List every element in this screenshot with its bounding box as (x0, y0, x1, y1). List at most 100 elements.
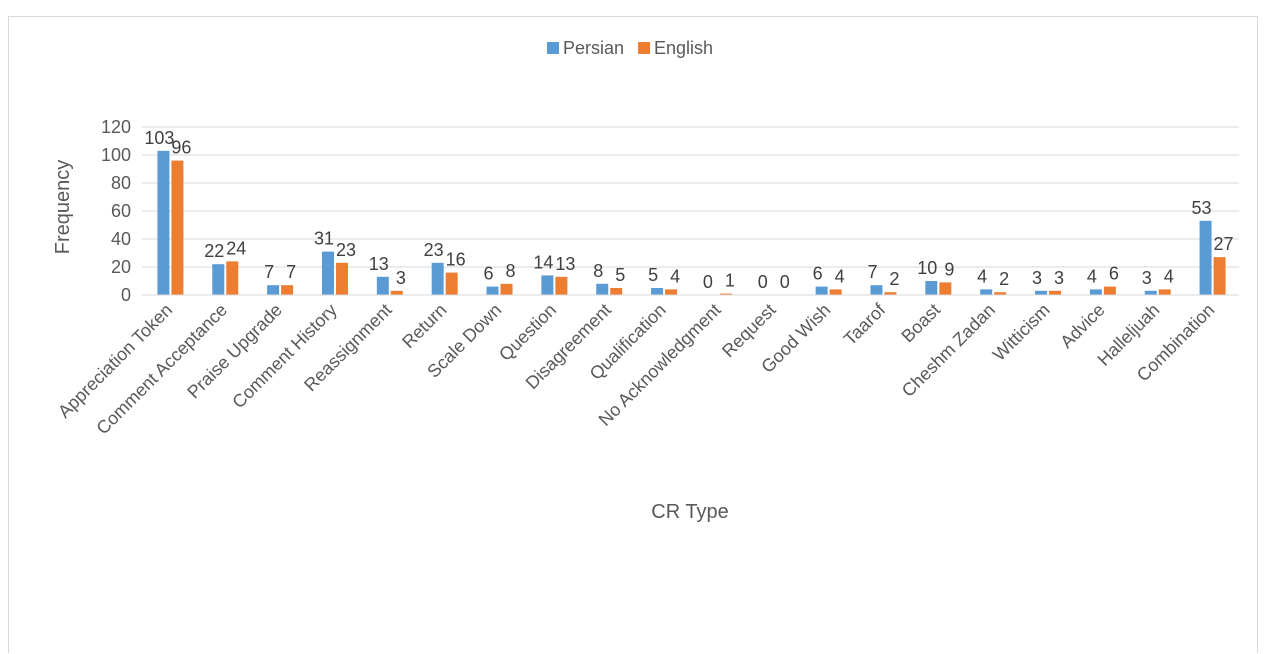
data-label: 7 (867, 262, 877, 282)
bar-english (445, 272, 458, 295)
data-label: 4 (1164, 266, 1174, 286)
data-label: 6 (813, 264, 823, 284)
data-label: 4 (977, 266, 987, 286)
bar-english (1158, 289, 1171, 295)
bar-persian (651, 288, 664, 295)
data-label: 16 (446, 250, 466, 270)
data-label: 0 (703, 272, 713, 292)
y-tick-label: 60 (111, 201, 131, 221)
data-label: 13 (369, 254, 389, 274)
data-label: 23 (424, 240, 444, 260)
bar-english (1103, 286, 1116, 295)
data-label: 96 (171, 138, 191, 158)
bar-persian (1144, 290, 1157, 295)
legend: Persian English (547, 38, 713, 58)
data-label: 4 (1087, 266, 1097, 286)
bar-english (390, 290, 403, 295)
bar-persian (1199, 220, 1212, 295)
bar-english (1049, 290, 1062, 295)
data-label: 7 (286, 262, 296, 282)
data-label: 0 (780, 272, 790, 292)
x-tick-label: Witticism (989, 300, 1054, 365)
bar-english (500, 283, 513, 295)
x-axis-title: CR Type (651, 501, 728, 523)
data-label: 3 (1054, 268, 1064, 288)
data-label: 8 (506, 261, 516, 281)
data-label: 27 (1214, 234, 1234, 254)
data-label: 14 (533, 252, 553, 272)
data-label: 10 (917, 258, 937, 278)
x-tick-label: Taarof (840, 299, 890, 349)
bar-english (829, 289, 842, 295)
x-tick-label: Advice (1056, 300, 1108, 352)
bar-persian (870, 285, 883, 295)
data-label: 2 (999, 269, 1009, 289)
legend-swatch-english (638, 42, 651, 54)
legend-label-persian: Persian (563, 38, 624, 58)
data-label: 6 (1109, 264, 1119, 284)
bar-english (719, 293, 732, 295)
data-label: 2 (889, 269, 899, 289)
bar-persian (486, 286, 499, 295)
data-label: 0 (758, 272, 768, 292)
data-label: 5 (648, 265, 658, 285)
x-tick-label: Praise Upgrade (183, 300, 286, 403)
bar-english (1213, 257, 1226, 295)
bar-persian (1089, 289, 1102, 295)
data-label: 23 (336, 240, 356, 260)
data-label: 13 (555, 254, 575, 274)
y-tick-label: 20 (111, 257, 131, 277)
y-tick-label: 120 (101, 117, 131, 137)
data-label: 4 (835, 266, 845, 286)
bar-persian (431, 262, 444, 295)
bar-persian (157, 150, 170, 295)
bar-english (939, 282, 952, 295)
bar-persian (596, 283, 609, 295)
data-label: 7 (264, 262, 274, 282)
x-tick-label: Boast (897, 300, 944, 347)
legend-label-english: English (654, 38, 713, 58)
bar-persian (925, 281, 938, 295)
data-label: 1 (725, 271, 735, 291)
bar-english (171, 160, 184, 295)
data-label: 3 (396, 268, 406, 288)
x-tick-label: Return (398, 300, 450, 352)
chart-frame: 0 20 40 60 80 100 120 103 96 22 24 7 7 31 23 13 3 23 16 6 8… (8, 16, 1258, 653)
data-label: 3 (1032, 268, 1042, 288)
bar-english (994, 292, 1007, 295)
bar-persian (1035, 290, 1048, 295)
data-label: 9 (944, 259, 954, 279)
bar-english (665, 289, 678, 295)
bar-persian (980, 289, 993, 295)
bar-english (555, 276, 568, 295)
bar-english (335, 262, 348, 295)
bar-english (884, 292, 897, 295)
y-axis-ticks: 0 20 40 60 80 100 120 (101, 117, 131, 305)
bar-persian (541, 275, 554, 295)
bar-persian (376, 276, 389, 295)
data-label: 22 (204, 241, 224, 261)
bar-english (610, 288, 623, 295)
bar-english (226, 261, 239, 295)
bar-persian (815, 286, 828, 295)
y-axis-title: Frequency (52, 160, 74, 255)
data-label: 53 (1192, 198, 1212, 218)
y-tick-label: 100 (101, 145, 131, 165)
x-tick-label: Cheshm Zadan (898, 300, 999, 401)
data-label: 6 (484, 264, 494, 284)
data-label: 8 (593, 261, 603, 281)
data-label: 4 (670, 266, 680, 286)
y-tick-label: 40 (111, 229, 131, 249)
data-label: 31 (314, 229, 334, 249)
y-tick-label: 80 (111, 173, 131, 193)
y-tick-label: 0 (121, 285, 131, 305)
data-label: 24 (226, 238, 246, 258)
bar-persian (321, 251, 334, 295)
gridlines (142, 126, 1239, 268)
bar-persian (267, 285, 280, 295)
bar-english (281, 285, 294, 295)
legend-swatch-persian (547, 42, 559, 54)
